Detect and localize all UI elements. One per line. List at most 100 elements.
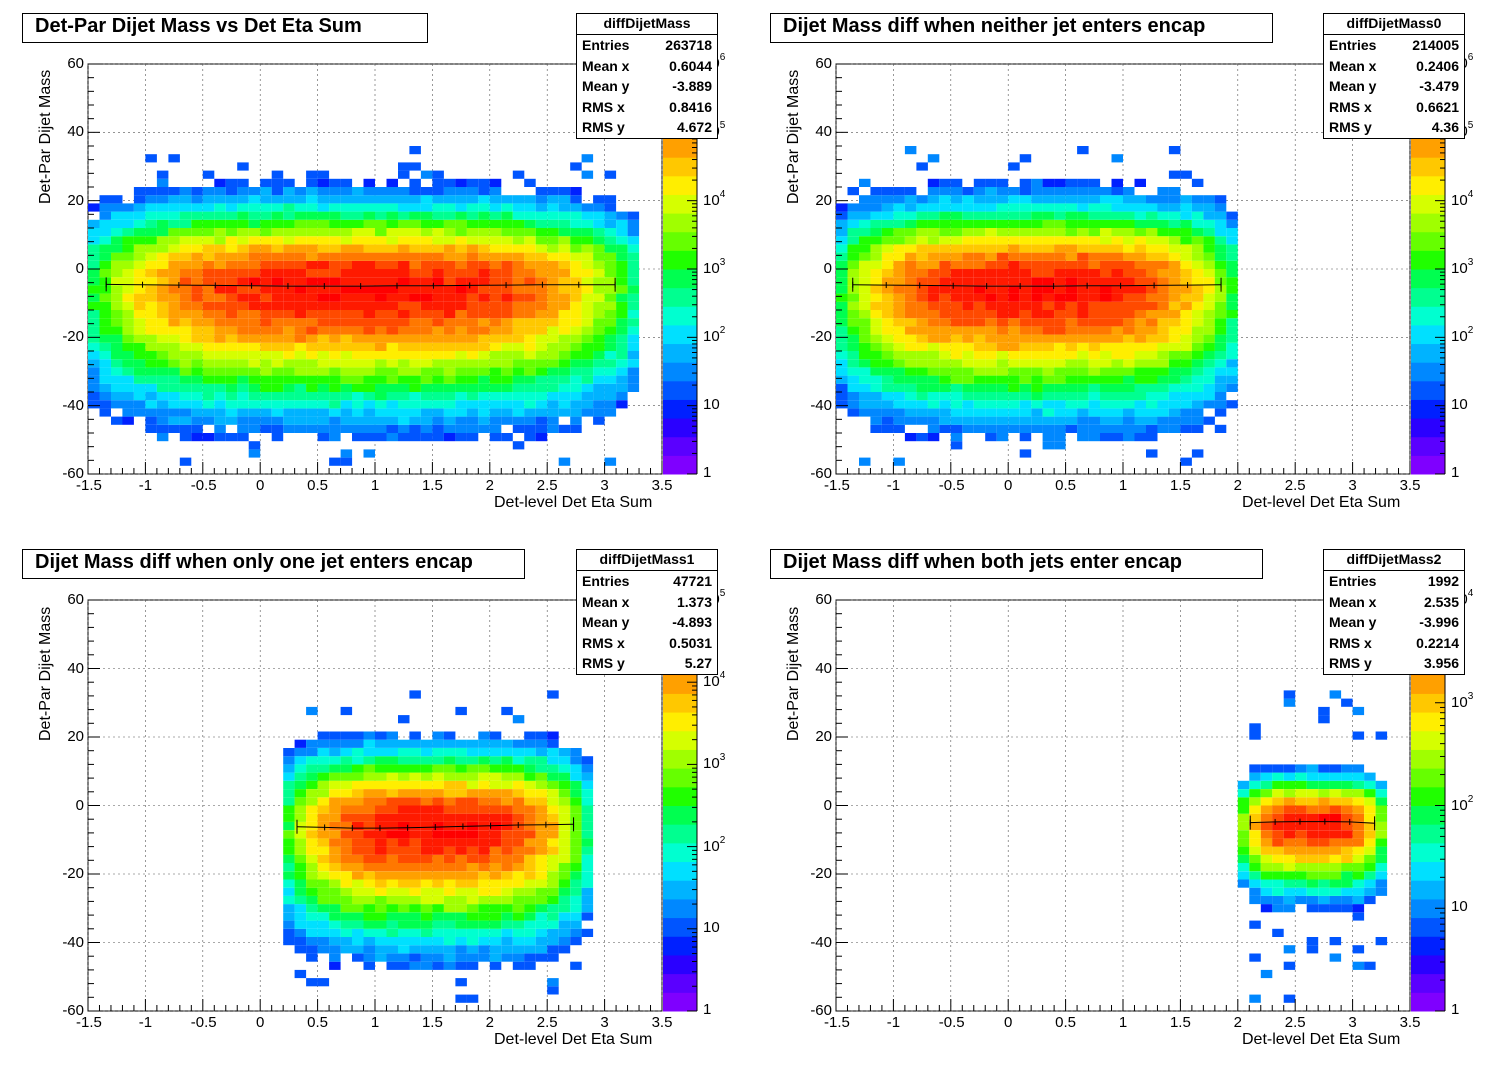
heatmap-cell	[996, 342, 1009, 351]
heatmap-cell	[409, 854, 421, 863]
heatmap-cell	[547, 895, 559, 905]
heatmap-cell	[950, 203, 963, 212]
heatmap-cell	[352, 887, 364, 896]
heatmap-cell	[225, 301, 238, 310]
heatmap-cell	[214, 326, 226, 335]
heatmap-cell	[1168, 334, 1181, 343]
heatmap-cell	[558, 854, 571, 863]
heatmap-cell	[570, 334, 582, 343]
heatmap-cell	[881, 342, 894, 351]
heatmap-cell	[283, 310, 295, 319]
heatmap-cell	[535, 375, 548, 384]
x-tick-label: -1.5	[824, 477, 850, 494]
heatmap-cell	[248, 383, 261, 392]
heatmap-cell	[489, 846, 502, 855]
heatmap-cell	[916, 162, 928, 171]
heatmap-cell	[179, 424, 192, 433]
heatmap-cell	[363, 187, 375, 196]
heatmap-cell	[1375, 731, 1388, 740]
heatmap-cell	[870, 260, 882, 269]
heatmap-cell	[512, 359, 525, 368]
heatmap-cell	[145, 416, 157, 425]
heatmap-cell	[1375, 805, 1388, 814]
heatmap-cell	[950, 187, 963, 196]
heatmap-cell	[398, 416, 410, 425]
x-tick-label: 2.5	[1284, 477, 1306, 494]
heatmap-cell	[547, 260, 559, 269]
heatmap-cell	[1180, 375, 1192, 384]
heatmap-cell	[836, 228, 848, 237]
heatmap-cell	[593, 203, 605, 212]
heatmap-cell	[836, 318, 848, 327]
heatmap-cell	[1146, 244, 1158, 253]
heatmap-cell	[973, 228, 986, 237]
heatmap-cell	[214, 392, 226, 401]
heatmap-cell	[973, 400, 986, 409]
heatmap-cell	[950, 400, 963, 409]
heatmap-cell	[225, 400, 238, 409]
x-tick-label: 3.5	[1399, 477, 1421, 494]
heatmap-cell	[1203, 236, 1215, 245]
heatmap-cell	[156, 252, 169, 261]
heatmap-cell	[916, 236, 928, 245]
heatmap-cell	[1123, 318, 1135, 327]
heatmap-cell	[1111, 228, 1123, 237]
heatmap-cell	[1123, 195, 1135, 204]
color-bar-segment	[1411, 917, 1445, 937]
heatmap-cell	[558, 203, 571, 212]
heatmap-cell	[466, 392, 479, 401]
heatmap-cell	[88, 383, 100, 392]
heatmap-cell	[409, 351, 421, 360]
heatmap-cell	[432, 797, 444, 806]
heatmap-cell	[1191, 392, 1204, 401]
heatmap-cell	[466, 424, 479, 433]
heatmap-cell	[501, 260, 513, 269]
heatmap-cell	[1054, 318, 1066, 327]
heatmap-cell	[443, 953, 456, 962]
heatmap-cell	[604, 211, 617, 220]
heatmap-cell	[409, 277, 421, 286]
heatmap-cell	[420, 252, 433, 261]
heatmap-cell	[881, 351, 894, 360]
heatmap-cell	[927, 310, 940, 319]
heatmap-cell	[558, 756, 571, 765]
heatmap-cell	[283, 937, 295, 946]
heatmap-cell	[179, 367, 192, 376]
heatmap-cell	[570, 326, 582, 335]
heatmap-cell	[1191, 236, 1204, 245]
heatmap-cell	[501, 203, 513, 212]
heatmap-cell	[133, 228, 146, 237]
heatmap-cell	[1260, 838, 1273, 847]
heatmap-cell	[1180, 277, 1192, 286]
heatmap-cell	[432, 318, 444, 327]
heatmap-cell	[317, 846, 330, 855]
heatmap-cell	[558, 945, 571, 954]
y-tick-label: 40	[67, 123, 84, 141]
heatmap-cell	[893, 269, 905, 278]
heatmap-cell	[478, 920, 490, 929]
heatmap-cell	[398, 359, 410, 368]
heatmap-cell	[122, 236, 134, 245]
heatmap-cell	[156, 211, 169, 220]
heatmap-cell	[294, 244, 307, 253]
heatmap-cell	[870, 252, 882, 261]
heatmap-cell	[558, 789, 571, 798]
heatmap-cell	[455, 945, 467, 954]
heatmap-cell	[237, 310, 249, 319]
heatmap-cell	[1375, 846, 1388, 855]
heatmap-cell	[570, 813, 582, 822]
heatmap-cell	[363, 821, 375, 831]
heatmap-cell	[329, 854, 341, 863]
heatmap-cell	[1157, 203, 1169, 212]
heatmap-cell	[352, 805, 364, 814]
heatmap-cell	[847, 252, 859, 261]
heatmap-cell	[558, 219, 571, 228]
y-tick-label: -20	[62, 328, 84, 346]
heatmap-cell	[363, 780, 375, 789]
profile-polyline	[852, 284, 1222, 287]
heatmap-cell	[1031, 318, 1043, 327]
heatmap-cell	[306, 359, 318, 368]
heatmap-cell	[1295, 764, 1307, 773]
heatmap-cell	[283, 195, 295, 204]
heatmap-cell	[340, 928, 353, 937]
